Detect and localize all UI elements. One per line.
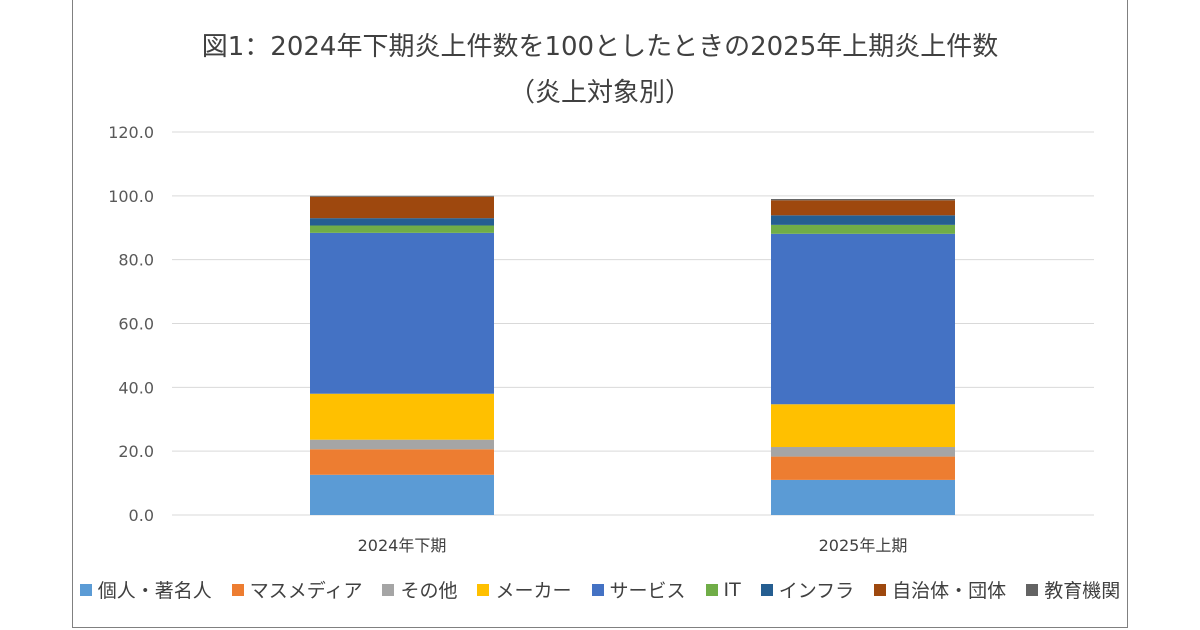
bar-segment xyxy=(771,200,955,216)
bar-segment xyxy=(771,233,955,405)
y-tick-label: 40.0 xyxy=(118,378,154,397)
legend-item: インフラ xyxy=(760,576,855,603)
bar-segment xyxy=(310,218,494,226)
y-tick-label: 60.0 xyxy=(118,315,154,334)
bar-segment xyxy=(310,474,494,515)
bar-segment xyxy=(771,447,955,457)
x-tick-label: 2024年下期 xyxy=(358,536,447,555)
legend-swatch xyxy=(705,583,718,596)
legend-label: サービス xyxy=(609,580,686,602)
legend-item: 個人・著名人 xyxy=(79,576,212,603)
y-tick-label: 0.0 xyxy=(129,506,154,525)
x-tick-label: 2025年上期 xyxy=(819,536,908,555)
legend-label: 教育機関 xyxy=(1044,580,1121,602)
bar-segment xyxy=(310,195,494,197)
chart-subtitle: （炎上対象別） xyxy=(508,78,691,108)
legend-label: IT xyxy=(723,578,741,601)
legend-swatch xyxy=(1026,583,1039,596)
bar-segment xyxy=(310,225,494,233)
legend-item: サービス xyxy=(591,576,686,603)
legend-item: マスメディア xyxy=(231,576,363,603)
chart-legend: 個人・著名人 マスメディア その他 メーカー サービス IT インフラ 自治体・団体 教育機関 xyxy=(0,576,1200,603)
legend-label: インフラ xyxy=(778,580,855,602)
legend-item: 自治体・団体 xyxy=(874,576,1006,603)
legend-swatch xyxy=(477,583,490,596)
legend-label: メーカー xyxy=(495,580,572,602)
chart-title: 図1：2024年下期炎上件数を100としたときの2025年上期炎上件数 xyxy=(201,32,999,62)
legend-label: マスメディア xyxy=(249,580,363,602)
bar-segment xyxy=(310,439,494,450)
legend-swatch xyxy=(231,583,244,596)
y-tick-label: 120.0 xyxy=(108,123,154,142)
legend-label: その他 xyxy=(400,580,458,602)
bar-segment xyxy=(310,232,494,394)
legend-item: 教育機関 xyxy=(1026,576,1120,603)
legend-item: メーカー xyxy=(477,576,572,603)
bar-segment xyxy=(771,456,955,480)
bar-segment xyxy=(771,199,955,201)
legend-label: 自治体・団体 xyxy=(892,580,1007,602)
bar-segment xyxy=(771,404,955,448)
legend-swatch xyxy=(79,583,92,596)
legend-swatch xyxy=(874,583,887,596)
bar-segment xyxy=(771,224,955,234)
legend-swatch xyxy=(591,583,604,596)
bar-segment xyxy=(771,215,955,225)
bar-segment xyxy=(310,449,494,475)
legend-item: その他 xyxy=(382,576,457,603)
legend-swatch xyxy=(760,583,773,596)
y-tick-label: 100.0 xyxy=(108,187,154,206)
bar-segment xyxy=(310,196,494,219)
y-tick-label: 20.0 xyxy=(118,442,154,461)
y-tick-label: 80.0 xyxy=(118,251,154,270)
bar-segment xyxy=(771,479,955,515)
legend-label: 個人・著名人 xyxy=(97,580,212,602)
legend-swatch xyxy=(382,583,395,596)
bar-segment xyxy=(310,393,494,440)
legend-item: IT xyxy=(705,576,741,603)
